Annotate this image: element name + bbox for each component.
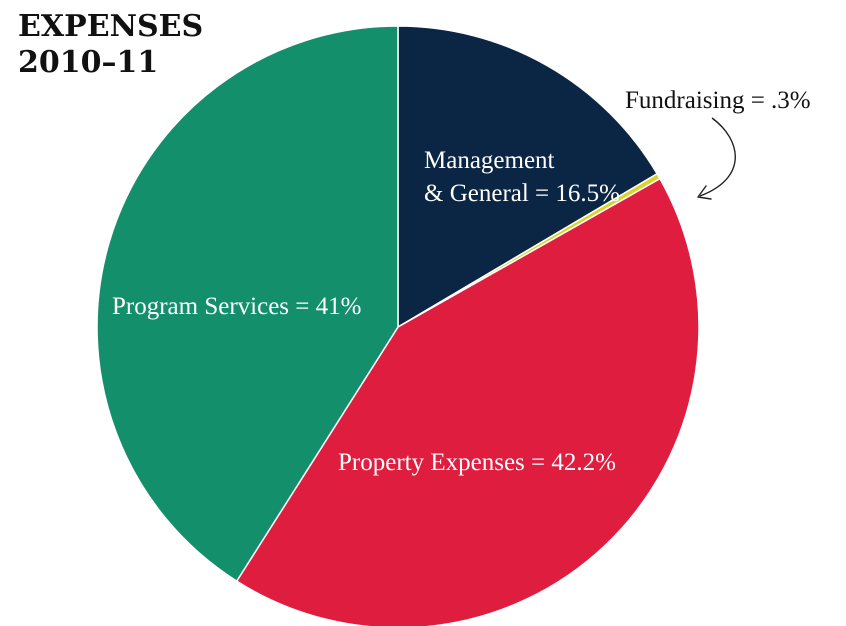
pie-slices xyxy=(96,25,700,626)
title-line-1: EXPENSES xyxy=(18,9,203,44)
pie-slice-property-expenses xyxy=(235,177,700,626)
slice-label-program-services-line-1: Program Services = 41% xyxy=(112,293,361,320)
slice-label-management-and-general-line-1: Management xyxy=(424,147,555,174)
slice-label-property-expenses-line-1: Property Expenses = 42.2% xyxy=(338,449,616,476)
pie-slice-program-services xyxy=(96,25,399,583)
callout-arrow-head xyxy=(697,185,712,200)
title-line-2: 2010–11 xyxy=(18,45,158,80)
fundraising-callout: Fundraising = .3% xyxy=(625,87,811,200)
slice-label-fundraising-line-1: Fundraising = .3% xyxy=(625,87,811,114)
slice-labels: Management & General = 16.5% Property Expe… xyxy=(112,147,620,476)
slice-label-management-and-general-line-2: & General = 16.5% xyxy=(424,180,620,207)
pie-slice-management-and-general xyxy=(397,25,659,329)
chart-title: EXPENSES 2010–11 xyxy=(18,9,203,80)
callout-arrow-line xyxy=(699,117,736,197)
